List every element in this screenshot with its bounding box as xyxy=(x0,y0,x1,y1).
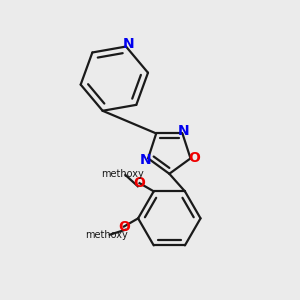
Text: N: N xyxy=(178,124,190,138)
Text: N: N xyxy=(123,38,135,52)
Text: methoxy: methoxy xyxy=(101,169,144,179)
Text: O: O xyxy=(118,220,130,233)
Text: O: O xyxy=(188,152,200,165)
Text: O: O xyxy=(134,176,146,190)
Text: methoxy: methoxy xyxy=(85,230,128,240)
Text: N: N xyxy=(139,153,151,167)
